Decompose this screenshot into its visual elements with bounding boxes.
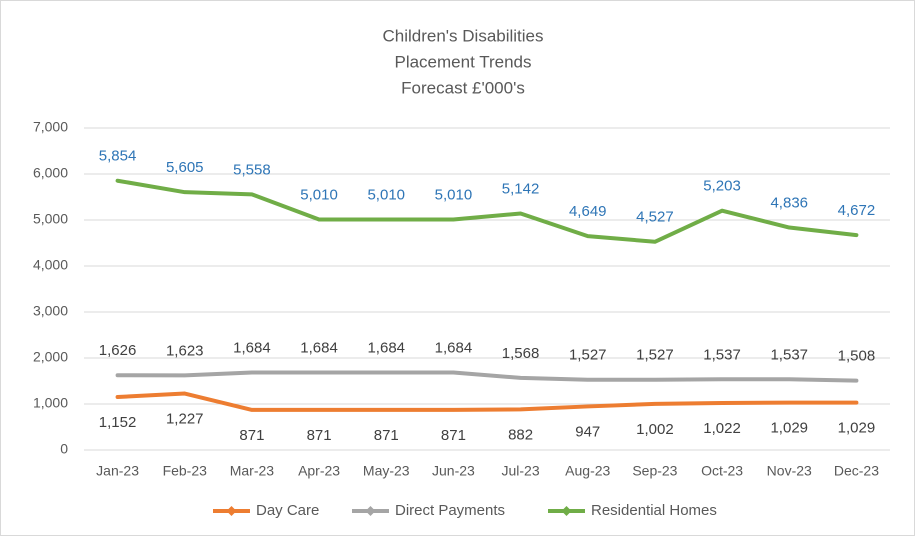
data-label: 5,010 (300, 187, 338, 204)
x-tick-label: Apr-23 (298, 463, 340, 479)
chart-title: Forecast £'000's (401, 78, 525, 97)
y-tick-label: 1,000 (33, 395, 68, 411)
data-label: 871 (239, 427, 264, 444)
y-tick-label: 5,000 (33, 211, 68, 227)
data-label: 871 (441, 427, 466, 444)
data-label: 4,672 (838, 202, 876, 219)
data-label: 5,558 (233, 161, 271, 178)
x-tick-label: Nov-23 (767, 463, 812, 479)
data-label: 1,684 (367, 340, 405, 357)
series-line (115, 370, 859, 383)
data-label: 1,227 (166, 411, 204, 428)
legend-label: Direct Payments (395, 502, 505, 519)
x-tick-label: Dec-23 (834, 463, 879, 479)
y-tick-label: 6,000 (33, 165, 68, 181)
x-tick-label: Feb-23 (163, 463, 208, 479)
y-tick-label: 3,000 (33, 303, 68, 319)
data-label: 1,002 (636, 421, 674, 438)
data-label: 4,649 (569, 203, 607, 220)
data-label: 871 (374, 427, 399, 444)
data-label: 1,684 (233, 340, 271, 357)
data-label: 1,626 (99, 342, 137, 359)
data-label: 1,152 (99, 414, 137, 431)
data-label: 1,684 (300, 340, 338, 357)
data-label: 1,527 (569, 347, 607, 364)
data-label: 1,537 (770, 346, 808, 363)
data-label: 5,605 (166, 159, 204, 176)
data-label: 882 (508, 426, 533, 443)
data-label: 1,568 (502, 345, 540, 362)
x-tick-label: Sep-23 (632, 463, 677, 479)
data-label: 871 (307, 427, 332, 444)
data-label: 5,142 (502, 180, 540, 197)
data-label: 1,029 (770, 420, 808, 437)
chart-title: Children's Disabilities (382, 26, 543, 45)
data-label: 4,527 (636, 209, 674, 226)
data-label: 4,836 (770, 195, 808, 212)
x-tick-label: Oct-23 (701, 463, 743, 479)
legend-label: Day Care (256, 502, 319, 519)
data-label: 1,029 (838, 420, 876, 437)
data-label: 1,508 (838, 348, 876, 365)
x-tick-label: Jan-23 (96, 463, 139, 479)
y-tick-label: 2,000 (33, 349, 68, 365)
x-tick-label: Jul-23 (502, 463, 540, 479)
legend-marker (561, 506, 572, 516)
legend-marker (365, 506, 376, 516)
series-line (115, 178, 859, 244)
x-tick-label: Jun-23 (432, 463, 475, 479)
data-label: 5,854 (99, 148, 137, 165)
y-tick-label: 0 (60, 441, 68, 457)
data-label: 1,623 (166, 342, 204, 359)
y-tick-label: 4,000 (33, 257, 68, 273)
x-tick-label: Aug-23 (565, 463, 610, 479)
data-label: 5,203 (703, 178, 741, 195)
data-label: 5,010 (367, 187, 405, 204)
legend-marker (226, 506, 237, 516)
data-label: 1,684 (435, 340, 473, 357)
data-label: 1,022 (703, 420, 741, 437)
data-label: 947 (575, 423, 600, 440)
chart-title: Placement Trends (394, 52, 531, 71)
data-label: 5,010 (435, 187, 473, 204)
y-tick-label: 7,000 (33, 119, 68, 135)
x-tick-label: May-23 (363, 463, 410, 479)
data-label: 1,527 (636, 347, 674, 364)
legend-label: Residential Homes (591, 502, 717, 519)
series-line (115, 391, 859, 412)
x-tick-label: Mar-23 (230, 463, 275, 479)
data-label: 1,537 (703, 346, 741, 363)
